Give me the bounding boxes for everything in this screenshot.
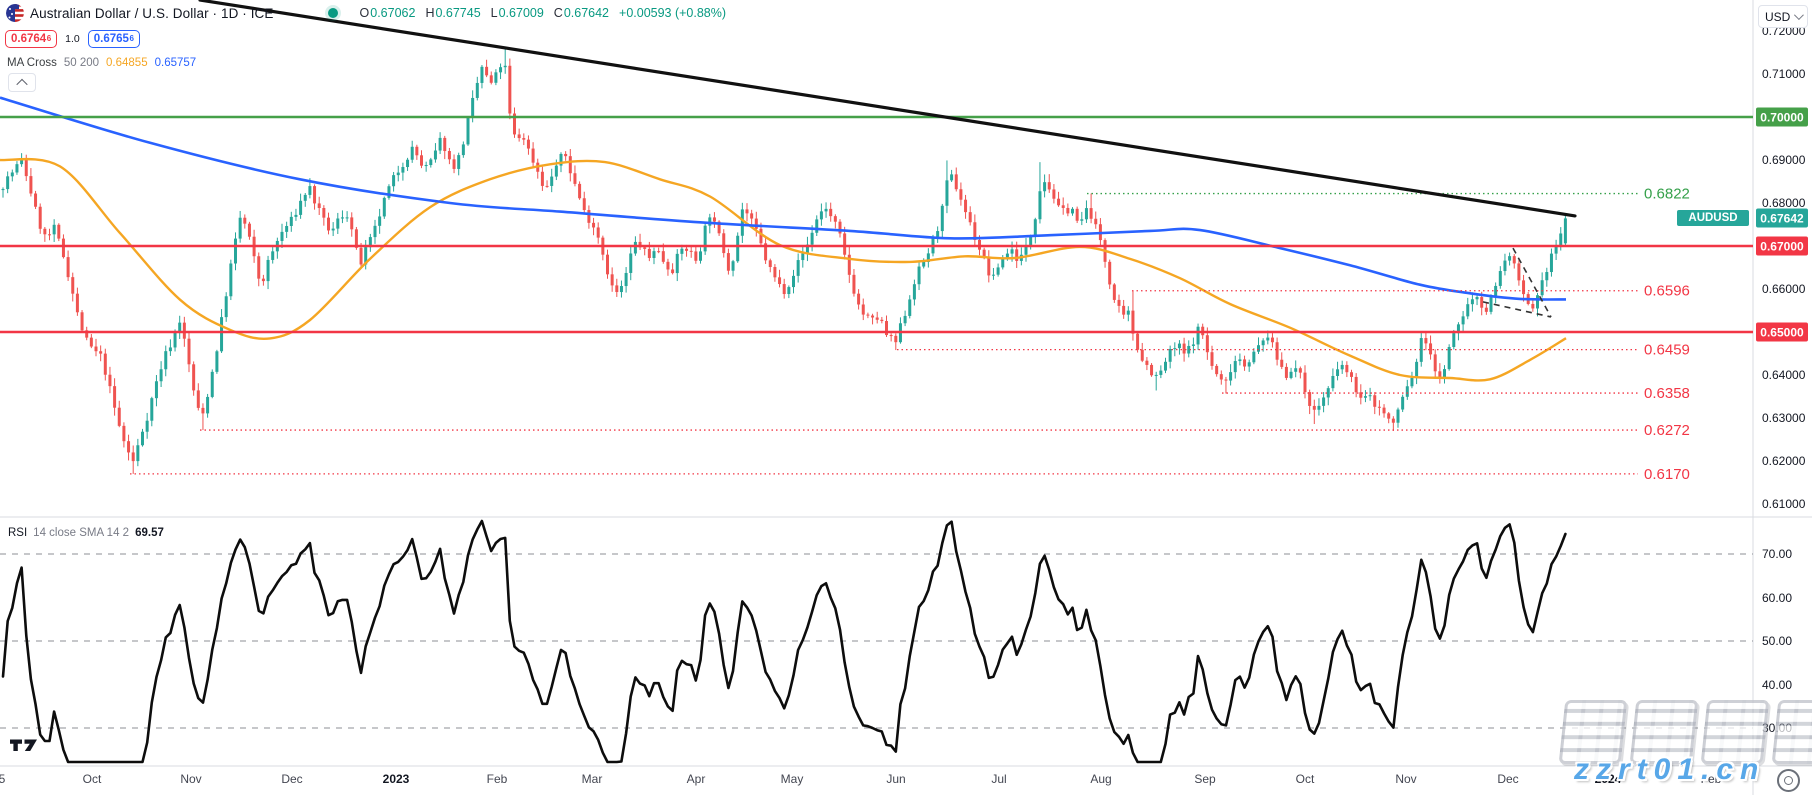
time-tick: Dec <box>281 772 303 786</box>
collapse-legend-button[interactable] <box>8 73 36 92</box>
close-value: 0.67642 <box>563 6 610 20</box>
chevron-up-icon <box>16 78 28 90</box>
last-price-symbol-tag: AUDUSD <box>1677 210 1749 227</box>
level-label: 0.6272 <box>1644 422 1690 439</box>
price-level-badge: 0.67000 <box>1756 236 1808 256</box>
tradingview-logo-icon[interactable] <box>10 737 38 758</box>
level-label: 0.6596 <box>1644 283 1690 300</box>
price-level-badge: 0.70000 <box>1756 107 1808 127</box>
price-tick: 0.71000 <box>1762 67 1806 81</box>
rsi-tick: 60.00 <box>1762 590 1793 605</box>
ohlc-legend: O0.67062 H0.67745 L0.67009 C0.67642 +0.0… <box>359 6 727 20</box>
rsi-tick: 40.00 <box>1762 677 1793 692</box>
high-value: 0.67745 <box>435 6 481 20</box>
ma-cross-params: 50 200 <box>63 57 100 69</box>
audusd-flag-icon <box>6 4 24 22</box>
symbol-header: Australian Dollar / U.S. Dollar · 1D · I… <box>6 3 726 23</box>
trade-panel: 0.6764 6 1.0 0.6765 6 <box>5 30 140 48</box>
time-tick: Oct <box>1295 772 1315 786</box>
time-tick: Nov <box>180 772 202 786</box>
change-value: +0.00593 (+0.88%) <box>619 6 727 20</box>
time-tick: 2024 <box>1594 772 1622 786</box>
open-value: 0.67062 <box>370 6 416 20</box>
time-tick: Aug <box>1090 772 1112 786</box>
rsi-params: 14 close SMA 14 2 <box>33 527 130 539</box>
time-tick: Sep <box>1194 772 1216 786</box>
wedge-dashed-line[interactable] <box>1482 301 1552 318</box>
ma200-line[interactable] <box>0 96 1567 301</box>
time-tick: Jul <box>991 772 1007 786</box>
level-label: 0.6358 <box>1644 385 1690 402</box>
url-watermark: zzrt01.cn <box>1574 753 1766 786</box>
time-tick: Nov <box>1395 772 1417 786</box>
rsi-tick: 50.00 <box>1762 634 1793 648</box>
price-tick: 0.61000 <box>1762 497 1806 511</box>
time-tick: Jun <box>886 772 906 786</box>
level-label: 0.6459 <box>1644 342 1690 359</box>
cjk-glyph <box>1771 700 1812 764</box>
market-status-dot-icon[interactable] <box>327 8 338 18</box>
ma50-line[interactable] <box>0 157 1567 382</box>
price-tick: 0.68000 <box>1762 196 1806 210</box>
time-tick: Oct <box>82 772 102 786</box>
price-tick: 0.64000 <box>1762 368 1806 382</box>
currency-selector[interactable]: USD <box>1758 5 1808 28</box>
price-tick: 0.63000 <box>1762 411 1806 425</box>
price-tick: 0.69000 <box>1762 153 1806 167</box>
currency-label: USD <box>1765 9 1791 24</box>
ma50-value: 0.64855 <box>106 57 148 69</box>
ma-cross-label: MA Cross <box>7 57 57 69</box>
time-tick: May <box>780 772 804 786</box>
rsi-line[interactable] <box>1 519 1567 764</box>
sell-button[interactable]: 0.6764 6 <box>5 30 58 48</box>
time-tick: Feb <box>486 772 508 786</box>
price-level-badge: 0.65000 <box>1756 322 1808 342</box>
price-tick: 0.62000 <box>1762 454 1806 468</box>
time-tick: Apr <box>686 772 706 786</box>
level-label: 0.6170 <box>1644 466 1690 483</box>
trendline[interactable] <box>198 0 1577 218</box>
time-tick: Feb <box>1700 772 1722 786</box>
price-tick: 0.66000 <box>1762 282 1806 296</box>
ma-cross-legend: MA Cross 50 200 0.64855 0.65757 <box>7 57 196 69</box>
buy-button[interactable]: 0.6765 6 <box>87 30 140 48</box>
time-tick: 5 <box>0 772 6 786</box>
rsi-legend: RSI 14 close SMA 14 2 69.57 <box>8 527 164 539</box>
time-tick: Mar <box>581 772 603 786</box>
low-value: 0.67009 <box>498 6 544 20</box>
wedge-dashed-line[interactable] <box>1512 247 1552 318</box>
watermark-circle-icon <box>1777 769 1800 792</box>
chevron-down-icon <box>1793 10 1804 21</box>
rsi-tick: 70.00 <box>1762 547 1793 561</box>
symbol-title: Australian Dollar / U.S. Dollar · 1D · I… <box>30 5 274 21</box>
time-tick: Dec <box>1497 772 1519 786</box>
ma200-value: 0.65757 <box>154 57 197 69</box>
rsi-value: 69.57 <box>135 527 164 539</box>
last-price-badge: 0.67642 <box>1756 208 1808 228</box>
level-label: 0.6822 <box>1644 186 1690 203</box>
spread-value: 1.0 <box>65 33 80 45</box>
time-tick: 2023 <box>382 772 410 786</box>
rsi-label: RSI <box>8 527 28 539</box>
